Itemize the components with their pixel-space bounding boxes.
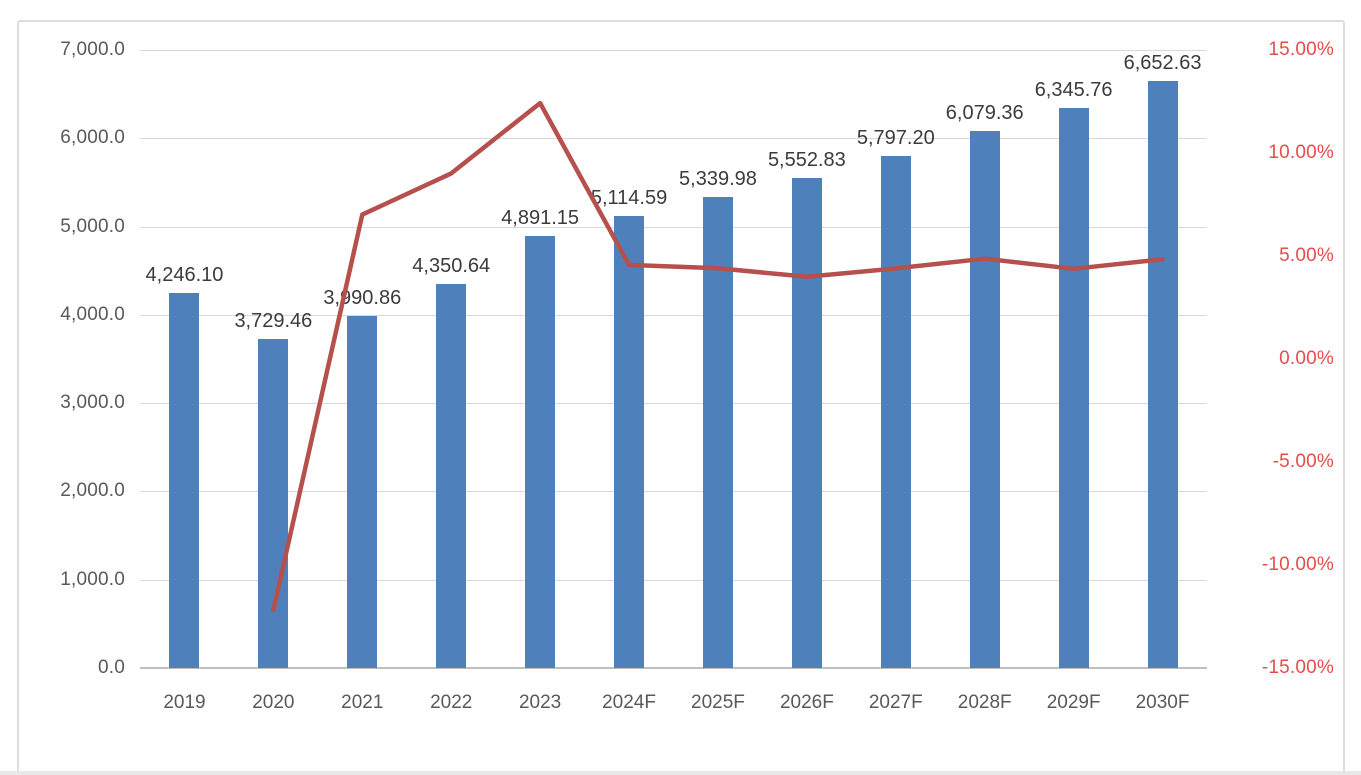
grid-line [140,403,1207,405]
left-axis-tick: 5,000.0 [60,215,125,237]
bar [791,177,822,668]
bar-value-label: 4,891.15 [501,207,580,230]
grid-line [140,491,1207,493]
grid-line [140,579,1207,581]
grid-line [140,226,1207,228]
bar-value-label: 4,350.64 [412,254,491,277]
right-axis-tick: 15.00% [1268,39,1334,60]
right-axis-tick: 0.00% [1279,348,1334,369]
bar [1147,80,1178,668]
left-axis-tick: 3,000.0 [60,392,125,414]
x-axis-label: 2019 [163,692,206,713]
x-axis-label: 2024F [602,692,656,713]
bar-value-label: 5,114.59 [590,187,668,210]
right-axis-tick: -5.00% [1272,451,1334,472]
x-axis-label: 2021 [341,692,384,713]
right-axis-tick: -15.00% [1261,657,1334,678]
bar-value-label: 3,990.86 [323,286,402,309]
left-axis-tick: 0.0 [97,657,125,678]
bar [347,315,378,668]
bar [1058,107,1089,668]
left-axis-tick: 2,000.0 [60,480,125,502]
bar [614,216,645,668]
x-axis-label: 2023 [518,692,562,713]
right-axis-tick: -10.00% [1261,554,1334,575]
left-axis-tick: 6,000.0 [60,127,125,149]
bottom-edge-strip [0,771,1361,775]
grid-line [140,138,1207,140]
x-axis-label: 2030F [1135,692,1190,713]
left-axis-tick: 1,000.0 [60,568,125,590]
bar-value-label: 5,552.83 [767,148,846,171]
x-axis-label: 2020 [252,692,295,713]
grid-line [140,50,1207,51]
x-axis-label: 2025F [691,692,745,713]
bar-value-label: 6,652.63 [1123,51,1202,74]
bar [436,283,467,668]
legend: Sales (millions of US dollars) Rate of i… [0,722,1361,772]
bar [702,196,733,668]
bar-value-label: 4,246.10 [145,264,224,287]
x-axis-line [140,667,1207,669]
x-axis-label: 2026F [779,692,834,713]
x-axis-label: 2028F [957,692,1012,713]
right-axis-tick: 10.00% [1268,142,1334,163]
bar [169,293,200,668]
left-axis-tick: 4,000.0 [60,303,125,325]
right-axis-tick: 5.00% [1279,245,1334,266]
x-axis-label: 2027F [868,692,923,713]
bar [258,338,289,668]
x-axis-label: 2029F [1046,692,1101,713]
chart-frame [17,20,1345,775]
left-axis-tick: 7,000.0 [60,39,125,60]
bar-value-label: 3,729.46 [234,309,313,332]
bar-value-label: 6,345.76 [1034,78,1113,101]
bar-value-label: 6,079.36 [945,102,1024,125]
bar [525,236,556,668]
bar-value-label: 5,797.20 [856,127,935,150]
bar [880,156,911,668]
x-axis-label: 2022 [430,692,473,713]
bar [969,131,1000,668]
